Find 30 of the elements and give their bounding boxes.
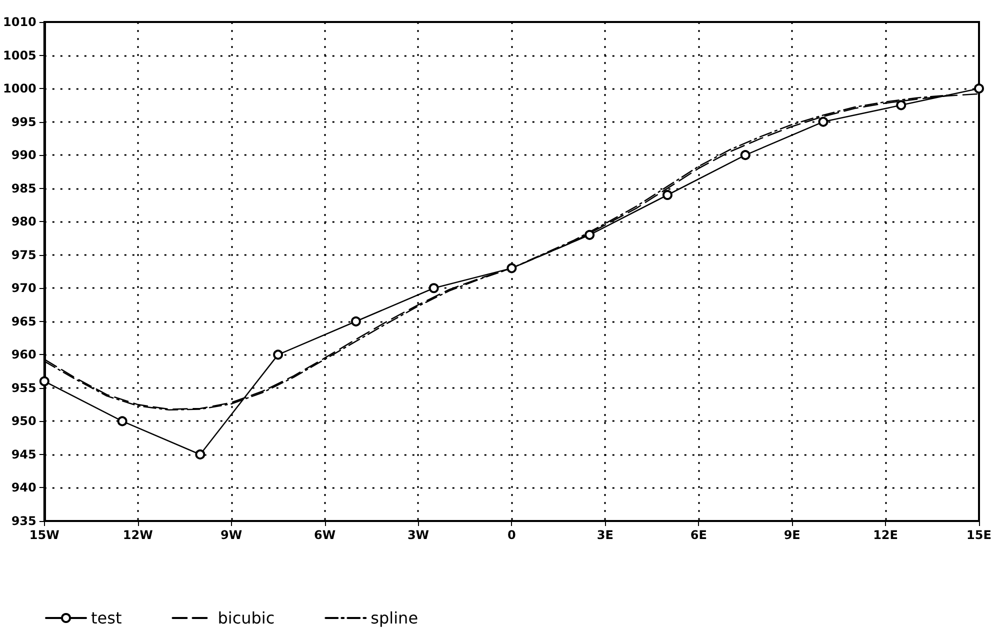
y-tick-label: 950: [11, 414, 36, 428]
x-tick-label: 3E: [596, 528, 614, 542]
y-tick-label: 1000: [2, 82, 36, 96]
legend-label: bicubic: [218, 608, 275, 628]
x-tick-label: 15W: [29, 528, 60, 542]
y-tick-label: 995: [11, 114, 36, 129]
y-tick-label: 965: [11, 314, 36, 328]
y-tick-label: 935: [11, 514, 36, 528]
legend-label: spline: [370, 608, 418, 628]
y-tick-label: 990: [11, 148, 36, 162]
y-tick-label: 980: [11, 214, 36, 229]
x-tick-label: 15E: [966, 528, 992, 542]
y-tick-label: 985: [11, 181, 36, 196]
x-tick-label: 6E: [690, 528, 707, 542]
y-tick-label: 1005: [2, 48, 36, 62]
y-tick-label: 1010: [2, 15, 36, 29]
x-tick-label: 9W: [220, 528, 242, 542]
x-tick-label: 12E: [873, 528, 898, 542]
y-tick-label: 940: [11, 480, 36, 495]
y-tick-label: 955: [11, 380, 36, 395]
y-tick-label: 970: [11, 281, 36, 296]
x-tick-label: 3W: [407, 528, 430, 542]
x-tick-label: 12W: [122, 528, 153, 542]
x-tick-label: 6W: [314, 528, 336, 542]
x-tick-label: 0: [508, 528, 516, 542]
x-tick-label: 9E: [784, 528, 800, 542]
y-tick-label: 960: [11, 348, 36, 362]
y-tick-label: 975: [11, 248, 36, 262]
legend-label: test: [91, 608, 122, 628]
y-tick-label: 945: [11, 447, 36, 462]
